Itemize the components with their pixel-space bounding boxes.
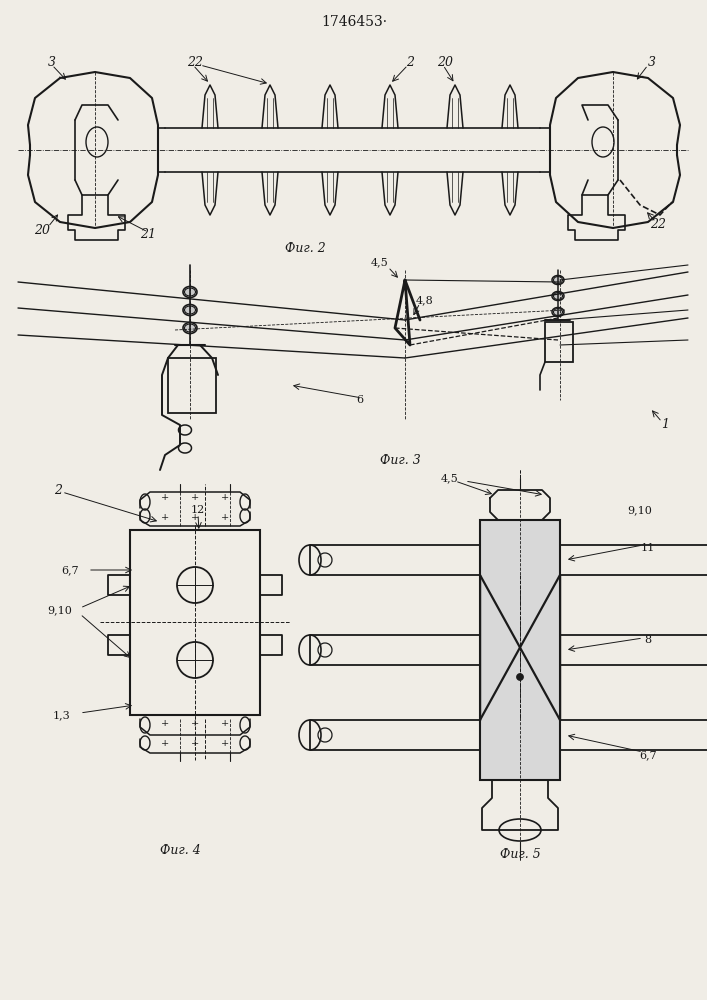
Text: +: + (191, 493, 199, 502)
Text: 6,7: 6,7 (62, 565, 78, 575)
Text: +: + (191, 514, 199, 522)
Text: Фиг. 2: Фиг. 2 (285, 241, 325, 254)
Text: +: + (161, 514, 169, 522)
Text: 22: 22 (187, 55, 203, 68)
Ellipse shape (185, 324, 196, 332)
Bar (480, 520, 560, 780)
Bar (168, 358, 216, 413)
Bar (545, 322, 573, 362)
Text: 22: 22 (650, 219, 666, 232)
Text: Фиг. 3: Фиг. 3 (380, 454, 421, 466)
Text: 4,5: 4,5 (371, 257, 389, 267)
Ellipse shape (554, 308, 563, 316)
Text: 9,10: 9,10 (628, 505, 653, 515)
Text: +: + (221, 514, 229, 522)
Text: 21: 21 (140, 229, 156, 241)
Text: 2: 2 (406, 55, 414, 68)
Text: 11: 11 (641, 543, 655, 553)
Text: +: + (161, 718, 169, 728)
Text: 9,10: 9,10 (47, 605, 72, 615)
Text: 4,5: 4,5 (441, 473, 459, 483)
Text: 6,7: 6,7 (639, 750, 657, 760)
Ellipse shape (185, 306, 196, 314)
Text: 8: 8 (645, 635, 652, 645)
Text: +: + (161, 738, 169, 748)
Text: 3: 3 (48, 55, 56, 68)
Text: +: + (221, 738, 229, 748)
Ellipse shape (592, 127, 614, 157)
Text: 6: 6 (356, 395, 363, 405)
Text: 1,3: 1,3 (53, 710, 71, 720)
Text: 4,8: 4,8 (416, 295, 434, 305)
Text: Фиг. 5: Фиг. 5 (500, 848, 540, 861)
Text: 1: 1 (661, 418, 669, 432)
Ellipse shape (517, 674, 523, 680)
Text: +: + (221, 493, 229, 502)
Ellipse shape (86, 127, 108, 157)
Ellipse shape (554, 292, 563, 300)
Text: 20: 20 (437, 55, 453, 68)
Text: 12: 12 (191, 505, 205, 515)
Ellipse shape (185, 288, 196, 296)
Text: 20: 20 (34, 224, 50, 236)
Text: +: + (161, 493, 169, 502)
Text: +: + (191, 718, 199, 728)
Ellipse shape (554, 276, 563, 284)
Text: 2: 2 (54, 484, 62, 496)
Text: Фиг. 4: Фиг. 4 (160, 844, 200, 856)
Text: 1746453·: 1746453· (321, 15, 387, 29)
Bar (130, 530, 260, 715)
Text: 3: 3 (648, 55, 656, 68)
Text: +: + (191, 738, 199, 748)
Text: +: + (221, 718, 229, 728)
